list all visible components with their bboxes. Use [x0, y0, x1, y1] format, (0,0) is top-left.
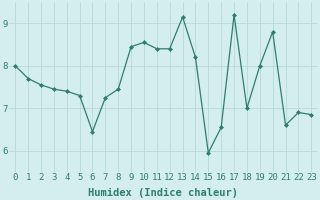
X-axis label: Humidex (Indice chaleur): Humidex (Indice chaleur) — [88, 188, 238, 198]
